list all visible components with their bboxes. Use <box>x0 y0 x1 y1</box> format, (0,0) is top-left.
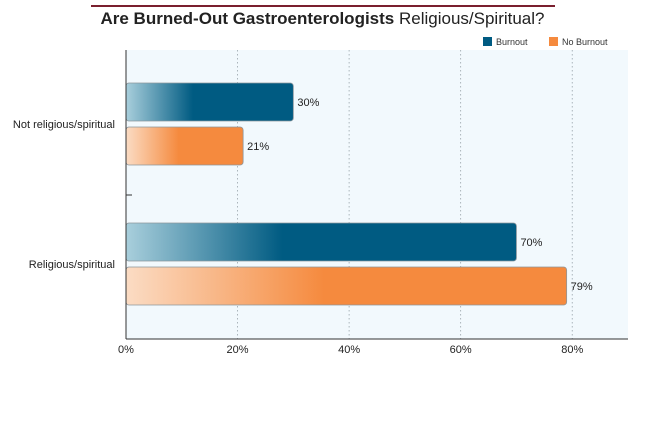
title-rule <box>91 5 555 7</box>
bar-no-burnout-1 <box>125 266 568 306</box>
bar-burnout-0 <box>125 82 294 122</box>
x-tick-label-80: 80% <box>561 344 583 356</box>
bar-no-burnout-0 <box>125 126 244 166</box>
legend-swatch-no-burnout <box>549 37 558 46</box>
x-tick-label-40: 40% <box>338 344 360 356</box>
x-tick-label-0: 0% <box>118 344 134 356</box>
chart-title-bold: Are Burned-Out Gastroenterologists <box>100 9 395 28</box>
category-label-0: Not religious/spiritual <box>13 119 115 131</box>
data-label-no-burnout-0: 21% <box>247 141 269 153</box>
data-label-no-burnout-1: 79% <box>571 281 593 293</box>
legend-label-no-burnout: No Burnout <box>562 37 608 47</box>
x-tick-label-20: 20% <box>227 344 249 356</box>
category-label-1: Religious/spiritual <box>29 259 115 271</box>
bar-burnout-1 <box>125 222 517 262</box>
data-label-burnout-1: 70% <box>520 237 542 249</box>
chart-title: Are Burned-Out Gastroenterologists Relig… <box>0 9 645 29</box>
legend-label-burnout: Burnout <box>496 37 528 47</box>
chart-title-regular: Religious/Spiritual? <box>394 9 545 28</box>
data-label-burnout-0: 30% <box>297 97 319 109</box>
x-tick-label-60: 60% <box>450 344 472 356</box>
legend-swatch-burnout <box>483 37 492 46</box>
